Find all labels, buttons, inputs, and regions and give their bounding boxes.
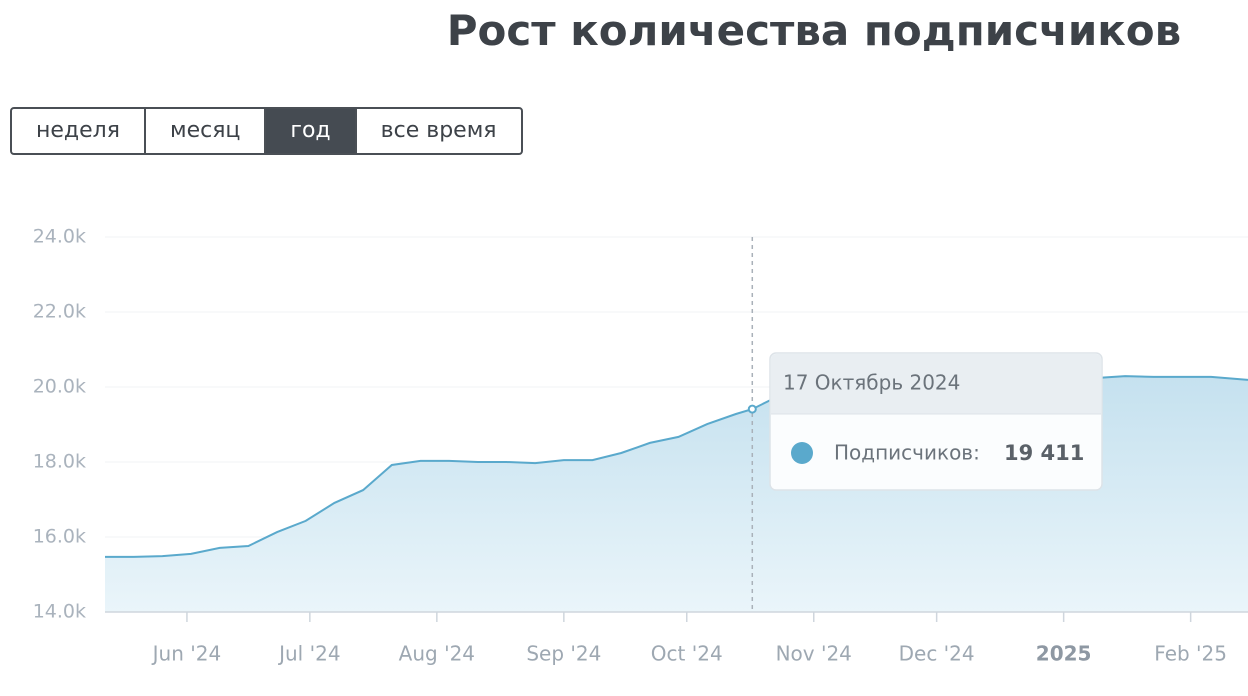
y-tick-label: 16.0k xyxy=(33,526,86,548)
x-tick-label: Nov '24 xyxy=(776,642,852,666)
x-tick-label: Jun '24 xyxy=(151,642,222,666)
tooltip-series: Подписчиков: xyxy=(834,441,980,465)
period-button[interactable]: все время xyxy=(380,118,497,143)
hover-point xyxy=(747,404,757,414)
x-tick-label: Jul '24 xyxy=(277,642,340,666)
chart-title: Рост количества подписчиков xyxy=(446,6,1182,55)
x-tick-label: Dec '24 xyxy=(899,642,975,666)
x-tick-label: Sep '24 xyxy=(526,642,601,666)
period-button[interactable]: неделя xyxy=(12,109,146,153)
period-button[interactable]: год xyxy=(266,109,357,153)
tooltip-header xyxy=(771,354,1101,414)
y-tick-label: 22.0k xyxy=(33,301,86,323)
y-tick-label: 24.0k xyxy=(33,226,86,248)
tooltip: 17 Октябрь 2024 Подписчиков: 19 411 xyxy=(769,352,1103,491)
x-tick-label: Aug '24 xyxy=(399,642,475,666)
period-button[interactable]: месяц xyxy=(146,109,267,153)
y-tick-label: 18.0k xyxy=(33,451,86,473)
x-tick-label: Oct '24 xyxy=(651,642,723,666)
tooltip-title: 17 Октябрь 2024 xyxy=(783,371,960,395)
x-tick-label: Feb '25 xyxy=(1154,642,1227,666)
y-tick-label: 14.0k xyxy=(33,601,86,623)
tooltip-dot xyxy=(791,442,813,464)
tooltip-value: 19 411 xyxy=(1004,441,1084,465)
x-tick-label: 2025 xyxy=(1036,642,1092,666)
period-switch: неделя месяц год все время xyxy=(10,107,523,155)
y-tick-label: 20.0k xyxy=(33,376,86,398)
